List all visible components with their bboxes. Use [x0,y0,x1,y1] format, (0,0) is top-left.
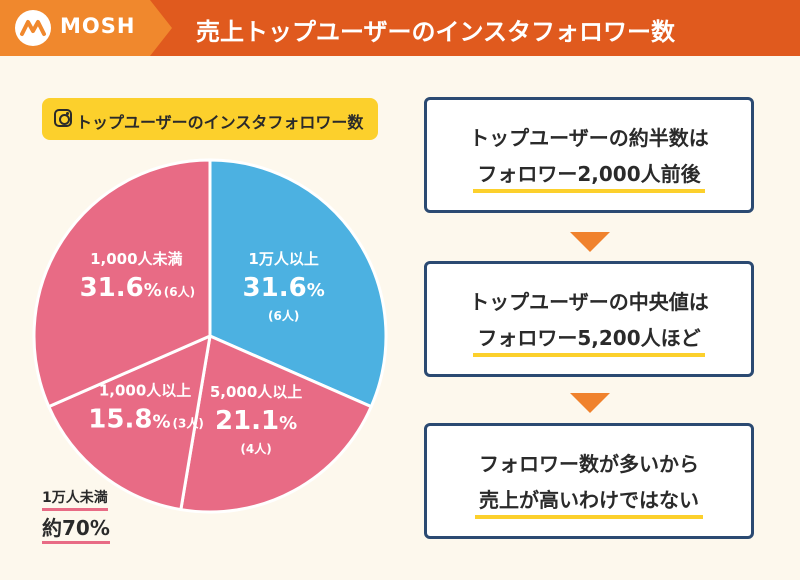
slice-value-2: 21.1% [215,406,297,436]
summary-note: 1万人未満 約70% [42,487,122,544]
finding-1-line-2: フォロワー2,000人前後 [427,158,751,193]
slice-value-1: 31.6% [243,273,325,303]
finding-1-highlight: フォロワー2,000人前後 [473,158,705,193]
slice-label-2: 5,000人以上 [210,383,302,401]
header-bar: MOSH 売上トップユーザーのインスタフォロワー数 [0,0,800,56]
note-number: 70 [62,516,90,540]
chart-title-pill: トップユーザーのインスタフォロワー数 [42,98,378,140]
finding-1-line-1: トップユーザーの約半数は [469,126,709,150]
note-label: 1万人未満 [42,487,108,511]
pie-slice-2 [179,334,373,514]
note-value: 約70% [42,512,110,544]
page-title: 売上トップユーザーのインスタフォロワー数 [196,18,676,46]
finding-box-3: フォロワー数が多いから 売上が高いわけではない [424,423,754,539]
finding-3-highlight: 売上が高いわけではない [475,484,703,519]
finding-3-line-1: フォロワー数が多いから [479,452,699,476]
slice-label-3: 1,000人以上 [99,381,191,399]
pie-slice-3 [47,334,212,512]
pie-slice-4 [32,158,212,409]
finding-3-line-2: 売上が高いわけではない [427,484,751,519]
chart-title: トップユーザーのインスタフォロワー数 [76,113,364,132]
slice-count-1: (6人) [268,308,299,323]
brand-block: MOSH [0,0,172,56]
slice-value-3: 15.8% (3人) [88,404,204,434]
note-prefix: 約 [42,516,62,540]
instagram-icon [54,109,72,127]
note-unit: % [89,516,110,540]
down-arrow-icon [570,393,610,413]
brand-name: MOSH [60,14,136,38]
down-arrow-icon [570,232,610,252]
pie-slice-1 [208,158,388,409]
finding-2-line-1: トップユーザーの中央値は [469,290,709,314]
finding-box-1: トップユーザーの約半数は フォロワー2,000人前後 [424,97,754,213]
finding-2-highlight: フォロワー5,200人ほど [473,322,705,357]
finding-2-line-2: フォロワー5,200人ほど [427,322,751,357]
slice-label-1: 1万人以上 [248,250,318,268]
finding-box-2: トップユーザーの中央値は フォロワー5,200人ほど [424,261,754,377]
slice-label-4: 1,000人未満 [90,250,182,268]
slice-value-4: 31.6% (6人) [80,273,196,303]
slice-count-2: (4人) [240,441,271,456]
mosh-logo-icon [15,10,51,46]
